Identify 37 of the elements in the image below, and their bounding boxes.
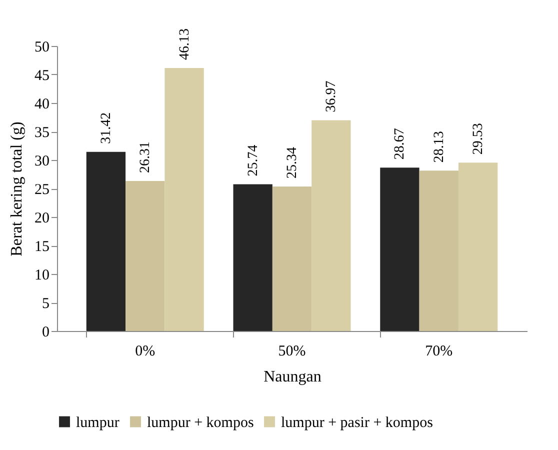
y-tick-label: 15 bbox=[34, 239, 50, 255]
bar bbox=[419, 170, 458, 331]
data-label: 26.31 bbox=[138, 142, 154, 174]
y-axis-title: Berat kering total (g) bbox=[8, 122, 26, 256]
data-label: 36.97 bbox=[324, 80, 340, 112]
legend-label: lumpur bbox=[76, 414, 120, 431]
data-label: 25.74 bbox=[246, 144, 261, 176]
bar bbox=[126, 181, 165, 331]
x-tick-label: 70% bbox=[425, 344, 453, 360]
bar bbox=[458, 162, 498, 331]
bar bbox=[312, 120, 351, 331]
y-tick-label: 50 bbox=[34, 40, 50, 56]
y-tick-label: 10 bbox=[34, 268, 50, 284]
x-tick-label: 0% bbox=[135, 344, 156, 360]
data-label: 28.13 bbox=[432, 131, 447, 163]
y-tick-label: 45 bbox=[34, 68, 50, 84]
bar bbox=[233, 184, 272, 331]
y-tick-label: 5 bbox=[42, 296, 50, 312]
x-axis-title: Naungan bbox=[264, 368, 322, 386]
y-tick-label: 30 bbox=[34, 154, 50, 170]
data-label: 31.42 bbox=[98, 112, 114, 144]
y-tick-label: 20 bbox=[34, 210, 50, 226]
y-tick-label: 25 bbox=[34, 182, 50, 198]
y-tick-label: 40 bbox=[34, 96, 50, 112]
bar bbox=[380, 168, 420, 331]
bar bbox=[272, 186, 312, 331]
legend-label: lumpur + kompos bbox=[147, 414, 254, 431]
y-tick-label: 0 bbox=[42, 324, 50, 340]
data-label: 28.67 bbox=[392, 128, 408, 160]
y-tick-label: 35 bbox=[34, 125, 50, 141]
x-tick-label: 50% bbox=[278, 344, 306, 360]
legend-label: lumpur + pasir + kompos bbox=[281, 414, 434, 431]
data-label: 29.53 bbox=[471, 123, 486, 155]
data-label: 25.34 bbox=[285, 147, 300, 179]
data-label: 46.13 bbox=[177, 28, 192, 60]
bar bbox=[86, 152, 126, 331]
bar bbox=[164, 68, 204, 331]
